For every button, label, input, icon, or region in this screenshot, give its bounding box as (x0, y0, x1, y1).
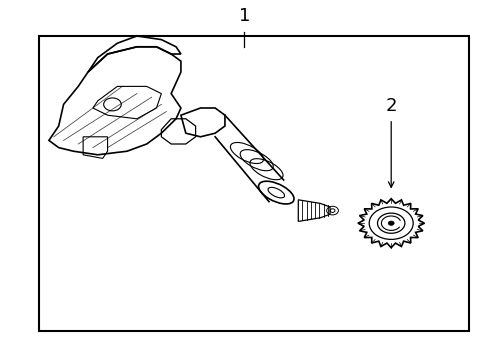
Text: 2: 2 (385, 97, 396, 115)
Circle shape (387, 221, 393, 225)
Bar (39, 36, 468, 331)
Text: 1: 1 (238, 7, 250, 25)
